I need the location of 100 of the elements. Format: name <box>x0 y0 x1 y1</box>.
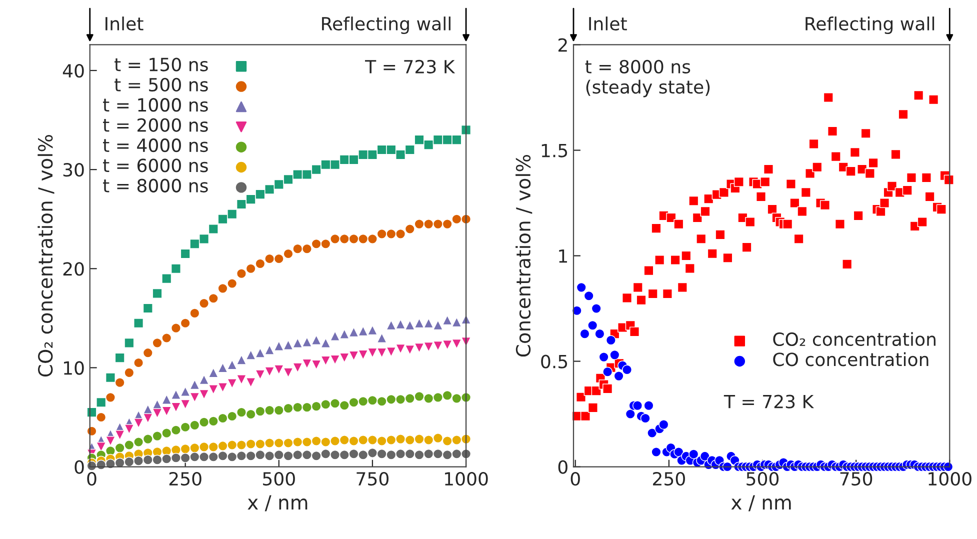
point <box>264 438 275 448</box>
point <box>283 450 294 461</box>
point <box>162 454 172 464</box>
x-axis-title: x / nm <box>731 495 791 512</box>
point <box>376 396 387 406</box>
point <box>236 268 246 279</box>
point <box>227 378 238 389</box>
point <box>395 319 406 330</box>
legend-label: t = 2000 ns <box>103 118 208 132</box>
point <box>432 219 443 230</box>
point <box>330 160 340 170</box>
point <box>255 438 266 450</box>
point <box>414 434 424 444</box>
point <box>330 234 340 244</box>
annotation: T = 723 K <box>365 60 456 74</box>
point <box>180 444 190 454</box>
point <box>142 413 153 424</box>
point <box>320 399 331 410</box>
point <box>246 409 256 420</box>
point <box>348 327 359 338</box>
point <box>348 154 359 165</box>
point <box>124 368 134 378</box>
point <box>395 434 406 444</box>
point <box>376 228 387 239</box>
x-tick-label: 0 <box>570 472 580 486</box>
point <box>424 140 434 150</box>
point <box>180 399 190 410</box>
point <box>367 434 378 446</box>
point <box>330 450 340 460</box>
point <box>367 325 378 336</box>
legend-label: CO₂ concentration <box>773 332 936 346</box>
point <box>348 234 359 244</box>
point <box>152 408 162 418</box>
point <box>424 219 434 230</box>
point <box>246 438 256 450</box>
point <box>358 450 368 460</box>
point <box>302 436 312 448</box>
point <box>330 398 340 408</box>
point <box>246 264 256 274</box>
point <box>283 340 294 350</box>
point <box>227 360 238 370</box>
y-axis-title: CO₂ concentration / vol% <box>38 134 54 377</box>
point <box>255 406 266 416</box>
point <box>311 334 322 345</box>
point <box>162 332 172 344</box>
point <box>283 403 294 414</box>
point <box>208 416 218 426</box>
point <box>246 350 256 360</box>
point <box>236 374 246 385</box>
point <box>134 456 144 466</box>
point <box>190 308 200 318</box>
point <box>414 134 424 145</box>
point <box>311 401 322 412</box>
point <box>170 402 181 412</box>
x-tick-label: 500 <box>746 472 779 486</box>
x-tick-label: 250 <box>653 472 685 486</box>
point <box>367 234 378 244</box>
point <box>218 450 228 461</box>
point <box>264 450 275 461</box>
point <box>264 405 275 416</box>
point <box>320 160 331 170</box>
point <box>414 450 424 460</box>
point <box>227 209 238 220</box>
point <box>414 318 424 328</box>
point <box>404 448 415 459</box>
point <box>264 366 275 377</box>
point <box>114 430 125 440</box>
point <box>152 431 162 442</box>
point <box>236 354 246 365</box>
point <box>170 425 181 436</box>
point <box>452 214 462 224</box>
point <box>246 450 256 461</box>
point <box>292 436 303 448</box>
point <box>170 264 181 274</box>
point <box>358 150 368 160</box>
y-tick-label: 0.5 <box>541 354 568 368</box>
point <box>152 288 162 298</box>
point <box>218 362 228 373</box>
point <box>395 448 406 459</box>
point <box>452 448 462 459</box>
point <box>199 389 210 400</box>
point <box>339 154 350 165</box>
point <box>386 346 396 357</box>
point <box>432 433 443 444</box>
point <box>414 342 424 353</box>
point <box>105 372 116 383</box>
y-tick-label: 0 <box>74 460 84 474</box>
point <box>227 411 238 422</box>
point <box>311 238 322 249</box>
point <box>190 238 200 249</box>
legend-label: t = 150 ns <box>114 58 208 72</box>
y-tick-label: 0 <box>558 460 568 474</box>
point <box>339 234 350 244</box>
text: Reflecting wall <box>322 16 450 34</box>
point <box>302 169 312 180</box>
text: Inlet <box>589 16 627 31</box>
point <box>114 442 125 453</box>
point <box>134 318 144 328</box>
point <box>302 336 312 347</box>
point <box>180 422 190 432</box>
